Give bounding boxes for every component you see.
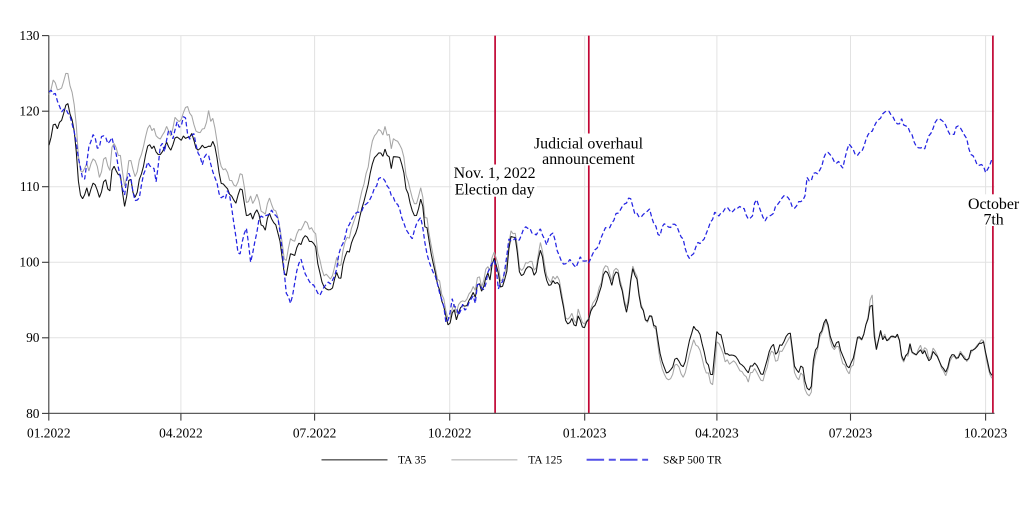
svg-text:October: October: [968, 196, 1020, 213]
svg-text:Judicial overhaul: Judicial overhaul: [534, 135, 644, 152]
svg-text:TA 35: TA 35: [398, 455, 426, 467]
svg-text:Nov. 1, 2022: Nov. 1, 2022: [454, 165, 536, 182]
svg-text:04.2022: 04.2022: [159, 425, 203, 440]
svg-text:04.2023: 04.2023: [695, 425, 739, 440]
svg-text:TA 125: TA 125: [528, 455, 562, 467]
svg-text:120: 120: [19, 104, 39, 119]
svg-text:130: 130: [19, 28, 39, 43]
svg-text:100: 100: [19, 255, 39, 270]
svg-text:10.2022: 10.2022: [428, 425, 472, 440]
svg-text:7th: 7th: [983, 211, 1003, 228]
svg-text:01.2022: 01.2022: [27, 425, 71, 440]
svg-text:S&P 500 TR: S&P 500 TR: [663, 455, 722, 467]
svg-text:07.2023: 07.2023: [829, 425, 873, 440]
svg-text:07.2022: 07.2022: [293, 425, 337, 440]
svg-text:Election day: Election day: [455, 181, 535, 198]
svg-text:10.2023: 10.2023: [964, 425, 1008, 440]
svg-text:90: 90: [26, 330, 40, 345]
svg-text:announcement: announcement: [542, 151, 635, 168]
svg-text:80: 80: [26, 406, 40, 421]
svg-text:01.2023: 01.2023: [563, 425, 607, 440]
svg-text:110: 110: [20, 179, 40, 194]
